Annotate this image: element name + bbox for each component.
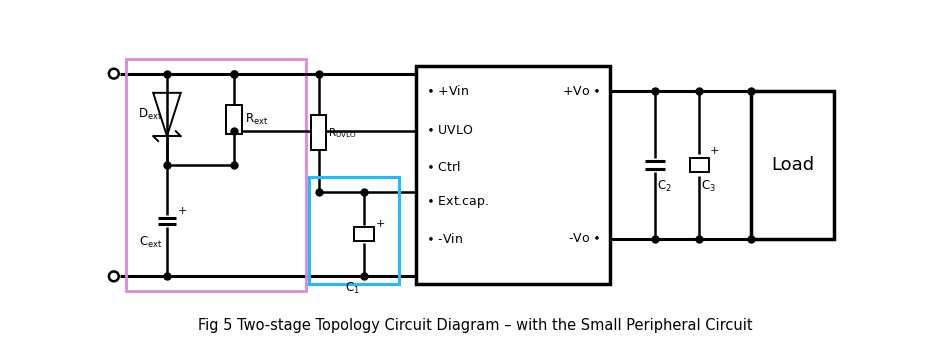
Text: -Vo $\bullet$: -Vo $\bullet$ — [567, 232, 600, 245]
Text: +Vo $\bullet$: +Vo $\bullet$ — [561, 85, 600, 98]
Text: +: + — [178, 206, 187, 216]
Text: +: + — [711, 146, 719, 156]
Bar — [226, 105, 241, 134]
Circle shape — [109, 69, 119, 78]
Bar — [354, 227, 373, 241]
Text: $\mathrm{C_{ext}}$: $\mathrm{C_{ext}}$ — [139, 235, 162, 250]
Text: $\mathrm{C_3}$: $\mathrm{C_3}$ — [701, 179, 716, 194]
Text: $\bullet$ UVLO: $\bullet$ UVLO — [426, 124, 473, 137]
Circle shape — [109, 272, 119, 281]
Bar — [311, 116, 327, 150]
Text: $\bullet$ -Vin: $\bullet$ -Vin — [426, 232, 463, 246]
Text: $\mathrm{R_{UVLO}}$: $\mathrm{R_{UVLO}}$ — [329, 126, 357, 140]
Text: Fig 5 Two-stage Topology Circuit Diagram – with the Small Peripheral Circuit: Fig 5 Two-stage Topology Circuit Diagram… — [198, 318, 752, 333]
Text: +: + — [375, 219, 385, 229]
Text: $\bullet$ Ext.cap.: $\bullet$ Ext.cap. — [426, 194, 489, 210]
Text: $\mathrm{R_{ext}}$: $\mathrm{R_{ext}}$ — [245, 112, 268, 127]
Text: $\bullet$ Ctrl: $\bullet$ Ctrl — [426, 160, 461, 174]
Bar — [690, 158, 710, 172]
Text: $\mathrm{D_{ext}}$: $\mathrm{D_{ext}}$ — [138, 107, 162, 122]
Bar — [125, 59, 306, 291]
Text: Load: Load — [770, 156, 814, 174]
Bar — [750, 91, 834, 239]
Bar — [309, 177, 399, 284]
Text: $\mathrm{C_1}$: $\mathrm{C_1}$ — [345, 281, 360, 296]
Bar — [416, 66, 610, 284]
Text: $\mathrm{C_2}$: $\mathrm{C_2}$ — [657, 179, 672, 194]
Text: $\bullet$ +Vin: $\bullet$ +Vin — [426, 84, 469, 98]
